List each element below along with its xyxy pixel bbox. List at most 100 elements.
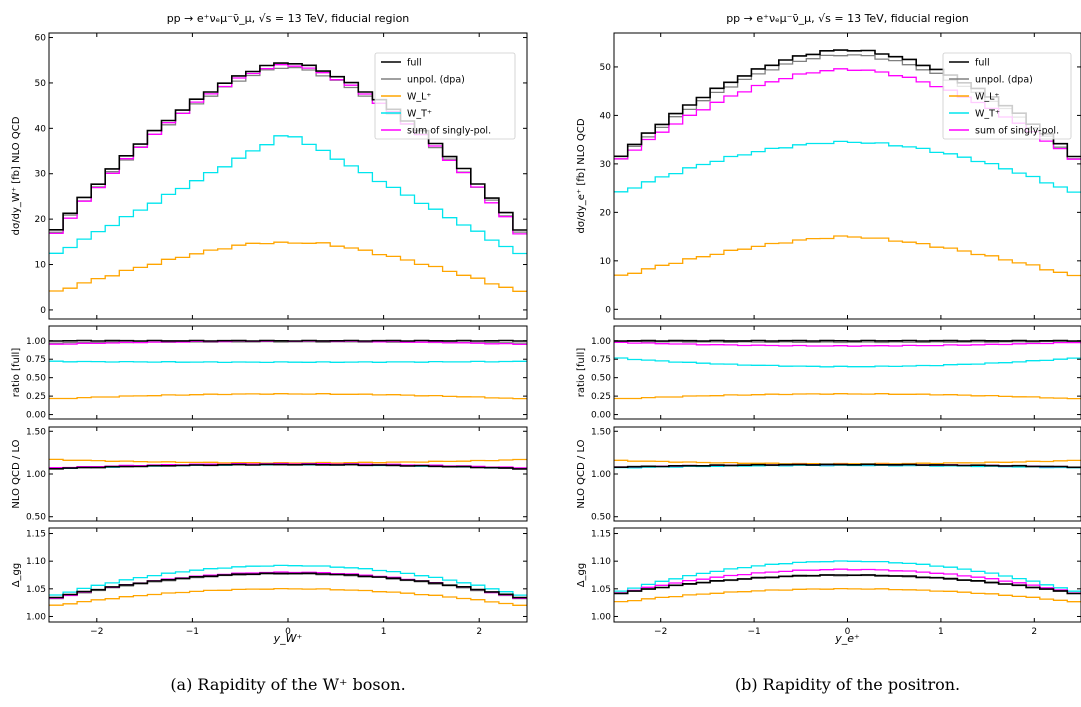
panel-2: 0.00 0.25 0.50 0.75 1.00 ratio [full] — [11, 325, 528, 421]
legend-label-sum: sum of singly-pol. — [975, 126, 1059, 137]
x-tick-label: −1 — [747, 627, 760, 637]
y-tick-label: 1.50 — [26, 427, 46, 437]
figure-caption: (b) Rapidity of the positron. — [735, 675, 960, 694]
y-tick-label: 1.05 — [26, 585, 46, 595]
chart-b: pp → e⁺νₑμ⁻ν̄_μ, √s = 13 TeV, fiducial r… — [576, 12, 1081, 694]
x-tick-label: 2 — [1031, 627, 1037, 637]
legend-label-WT: W_T⁺ — [407, 109, 432, 120]
series-full-line — [614, 339, 1081, 342]
y-tick-label: 10 — [600, 257, 612, 267]
panel-4: 1.00 1.05 1.10 1.15 −2 −1 0 1 2 Δ_gg — [576, 527, 1081, 637]
legend-label-unpol: unpol. (dpa) — [407, 75, 465, 86]
y-tick-label: 20 — [35, 215, 47, 225]
y-tick-label: 0.75 — [26, 355, 46, 365]
y-tick-label: 1.00 — [26, 612, 46, 622]
series-WT-line — [49, 360, 527, 364]
series-sum-line — [614, 341, 1081, 347]
y-tick-label: 0.00 — [26, 411, 46, 421]
chart-a: pp → e⁺νₑμ⁻ν̄_μ, √s = 13 TeV, fiducial r… — [11, 12, 528, 694]
series-WL-line — [49, 393, 527, 400]
series-WT-line — [614, 357, 1081, 368]
y-tick-label: 1.10 — [26, 557, 46, 567]
y-tick-label: 1.10 — [591, 557, 611, 567]
x-axis-label: y_e⁺ — [834, 632, 860, 645]
series-sum-line — [49, 64, 527, 235]
y-tick-label: 1.00 — [26, 470, 46, 480]
series-WL-line — [49, 241, 527, 292]
series-full-line — [614, 463, 1081, 469]
y-tick-label: 50 — [600, 63, 612, 73]
panel-frame — [48, 527, 528, 623]
y-tick-label: 1.15 — [26, 530, 46, 540]
series-full-line — [614, 574, 1081, 595]
legend-label-WL: W_L⁺ — [407, 92, 431, 103]
y-tick-label: 60 — [35, 34, 47, 44]
y-tick-label: 1.00 — [26, 337, 46, 347]
y-tick-label: 1.50 — [591, 427, 611, 437]
series-unpol-line — [49, 573, 527, 600]
y-tick-label: 40 — [600, 111, 612, 121]
y-tick-label: 30 — [600, 160, 612, 170]
legend-label-unpol: unpol. (dpa) — [975, 75, 1033, 86]
series-full-line — [49, 463, 527, 470]
legend-label-sum: sum of singly-pol. — [407, 126, 491, 137]
y-tick-label: 50 — [35, 79, 47, 89]
panel-2: 0.00 0.25 0.50 0.75 1.00 ratio [full] — [576, 325, 1081, 421]
chart-title: pp → e⁺νₑμ⁻ν̄_μ, √s = 13 TeV, fiducial r… — [726, 12, 969, 25]
panel-frame — [613, 426, 1081, 522]
x-tick-label: −2 — [90, 627, 103, 637]
y-axis-label: NLO QCD / LO — [11, 439, 22, 508]
y-axis-label: ratio [full] — [576, 348, 587, 398]
panel-3: 0.50 1.00 1.50 NLO QCD / LO — [11, 426, 528, 523]
series-WT-line — [49, 564, 527, 596]
series-WL-line — [614, 235, 1081, 277]
panel-3: 0.50 1.00 1.50 NLO QCD / LO — [576, 426, 1081, 523]
y-tick-label: 0.00 — [591, 411, 611, 421]
series-sum-line — [614, 568, 1081, 594]
x-tick-label: 0 — [845, 627, 851, 637]
panel-frame — [48, 426, 528, 522]
legend-label-WL: W_L⁺ — [975, 92, 999, 103]
legend: full unpol. (dpa) W_L⁺ W_T⁺sum of singly-po… — [942, 52, 1072, 140]
legend: full unpol. (dpa) W_L⁺ W_T⁺sum of singly-po… — [374, 52, 516, 140]
y-tick-label: 0.25 — [591, 392, 611, 402]
figure-caption: (a) Rapidity of the W⁺ boson. — [170, 675, 405, 694]
y-tick-label: 1.00 — [591, 612, 611, 622]
series-WL-line — [614, 587, 1081, 603]
y-tick-label: 40 — [35, 124, 47, 134]
y-tick-label: 20 — [600, 208, 612, 218]
y-tick-label: 1.00 — [591, 470, 611, 480]
y-tick-label: 10 — [35, 261, 47, 271]
series-WT-line — [614, 140, 1081, 193]
y-tick-label: 0.75 — [591, 355, 611, 365]
y-tick-label: 0.50 — [26, 374, 46, 384]
chart-title: pp → e⁺νₑμ⁻ν̄_μ, √s = 13 TeV, fiducial r… — [167, 12, 410, 25]
series-WL-line — [614, 459, 1081, 465]
series-full-line — [49, 572, 527, 599]
y-tick-label: 1.05 — [591, 585, 611, 595]
series-WL-line — [49, 587, 527, 606]
x-tick-label: −2 — [654, 627, 667, 637]
y-axis-label: dσ/dy_W⁺ [fb] NLO QCD — [11, 116, 22, 235]
y-axis-label: NLO QCD / LO — [576, 439, 587, 508]
x-tick-label: 2 — [476, 627, 482, 637]
x-tick-label: −1 — [186, 627, 199, 637]
series-WT-line — [614, 560, 1081, 592]
y-axis-label: ratio [full] — [11, 348, 22, 398]
series-unpol-line — [614, 340, 1081, 344]
y-tick-label: 0.25 — [26, 392, 46, 402]
y-tick-label: 0.50 — [591, 513, 611, 523]
x-tick-label: 0 — [285, 627, 291, 637]
x-tick-label: 1 — [381, 627, 387, 637]
series-full-line — [49, 339, 527, 342]
y-tick-label: 1.15 — [591, 530, 611, 540]
y-tick-label: 0.50 — [591, 374, 611, 384]
panel-4: 1.00 1.05 1.10 1.15 −2 −1 0 1 2 Δ_gg — [11, 527, 528, 637]
y-axis-label: dσ/dy_e⁺ [fb] NLO QCD — [576, 118, 587, 233]
legend-label-full: full — [407, 58, 422, 69]
series-WT-line — [49, 135, 527, 255]
series-WL-line — [614, 393, 1081, 400]
y-tick-label: 30 — [35, 170, 47, 180]
legend-label-full: full — [975, 58, 990, 69]
